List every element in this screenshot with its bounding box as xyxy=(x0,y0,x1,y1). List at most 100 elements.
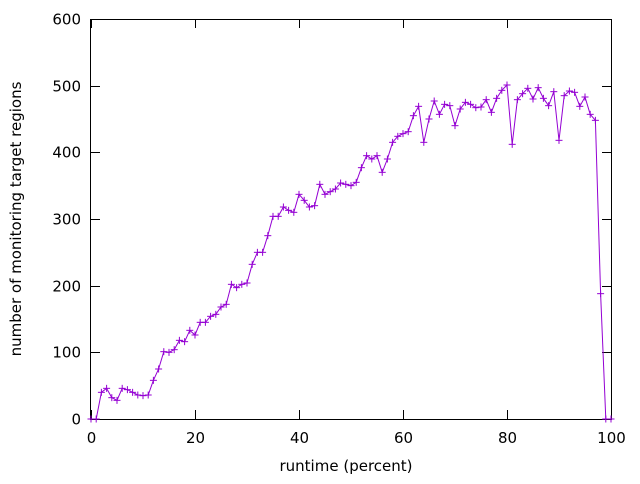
data-point xyxy=(123,386,131,394)
data-point xyxy=(524,84,532,92)
data-point xyxy=(207,312,215,320)
x-axis: 0 20 40 60 80 100 xyxy=(87,19,626,447)
data-point xyxy=(238,280,246,288)
data-point xyxy=(97,388,105,396)
data-point xyxy=(441,100,449,108)
data-point xyxy=(498,86,506,94)
data-point xyxy=(233,284,241,292)
data-point xyxy=(545,102,553,110)
data-point xyxy=(415,102,423,110)
y-tick-label: 200 xyxy=(52,278,81,296)
data-point xyxy=(160,348,168,356)
data-point xyxy=(404,128,412,136)
y-tick-label: 300 xyxy=(52,211,81,229)
data-point xyxy=(134,391,142,399)
series-markers xyxy=(87,81,615,423)
data-point xyxy=(201,318,209,326)
data-point xyxy=(326,188,334,196)
data-point xyxy=(555,136,563,144)
data-point xyxy=(389,138,397,146)
data-point xyxy=(446,102,454,110)
data-point xyxy=(305,203,313,211)
data-point xyxy=(285,206,293,214)
data-point xyxy=(420,138,428,146)
data-point xyxy=(576,102,584,110)
data-point xyxy=(274,212,282,220)
x-tick-label: 40 xyxy=(290,429,309,447)
plot-frame xyxy=(90,19,612,420)
y-tick-label: 600 xyxy=(52,11,81,29)
data-point xyxy=(352,178,360,186)
data-point xyxy=(357,164,365,172)
data-point xyxy=(513,96,521,104)
data-point xyxy=(394,132,402,140)
data-point xyxy=(191,331,199,339)
data-point xyxy=(279,203,287,211)
data-point xyxy=(472,104,480,112)
data-point xyxy=(363,152,371,160)
data-point xyxy=(165,348,173,356)
data-point xyxy=(248,260,256,268)
data-point xyxy=(212,310,220,318)
data-point xyxy=(337,179,345,187)
data-point xyxy=(347,182,355,190)
data-point xyxy=(487,108,495,116)
data-point xyxy=(227,280,235,288)
data-point xyxy=(186,326,194,334)
data-point xyxy=(113,396,121,404)
data-point xyxy=(597,290,605,298)
y-axis: 0 100 200 300 400 500 600 xyxy=(52,11,611,429)
data-point xyxy=(409,112,417,120)
data-point xyxy=(300,196,308,204)
data-point xyxy=(560,92,568,100)
x-tick-label: 20 xyxy=(186,429,205,447)
data-point xyxy=(451,122,459,130)
data-point xyxy=(243,279,251,287)
y-tick-label: 400 xyxy=(52,144,81,162)
data-point xyxy=(290,208,298,216)
data-point xyxy=(529,95,537,103)
data-point xyxy=(591,116,599,124)
data-point xyxy=(118,384,126,392)
data-point xyxy=(519,90,527,98)
data-point xyxy=(456,105,464,113)
data-point xyxy=(373,152,381,160)
data-point xyxy=(425,115,433,123)
data-point xyxy=(170,346,178,354)
data-point xyxy=(435,110,443,118)
data-point xyxy=(321,190,329,198)
y-axis-label: number of monitoring target regions xyxy=(7,81,25,356)
data-point xyxy=(399,130,407,138)
data-point xyxy=(571,88,579,96)
data-point xyxy=(378,168,386,176)
data-point xyxy=(550,88,558,96)
data-point xyxy=(316,180,324,188)
x-tick-label: 60 xyxy=(394,429,413,447)
data-point xyxy=(264,232,272,240)
data-point xyxy=(467,100,475,108)
data-point xyxy=(217,303,225,311)
data-point xyxy=(565,87,573,95)
y-tick-label: 500 xyxy=(52,78,81,96)
data-point xyxy=(383,155,391,163)
data-point xyxy=(129,388,137,396)
x-tick-label: 0 xyxy=(87,429,97,447)
data-point xyxy=(539,94,547,102)
data-point xyxy=(139,392,147,400)
data-point xyxy=(368,155,376,163)
data-point xyxy=(508,140,516,148)
data-point xyxy=(342,180,350,188)
data-point xyxy=(311,202,319,210)
data-point xyxy=(108,394,116,402)
x-tick-label: 100 xyxy=(597,429,626,447)
data-point xyxy=(181,338,189,346)
data-point xyxy=(586,110,594,118)
data-point xyxy=(503,81,511,89)
x-tick-label: 80 xyxy=(498,429,517,447)
y-tick-label: 100 xyxy=(52,344,81,362)
data-point xyxy=(581,93,589,101)
data-point xyxy=(259,248,267,256)
data-point xyxy=(155,365,163,373)
data-point xyxy=(331,185,339,193)
data-point xyxy=(493,94,501,102)
